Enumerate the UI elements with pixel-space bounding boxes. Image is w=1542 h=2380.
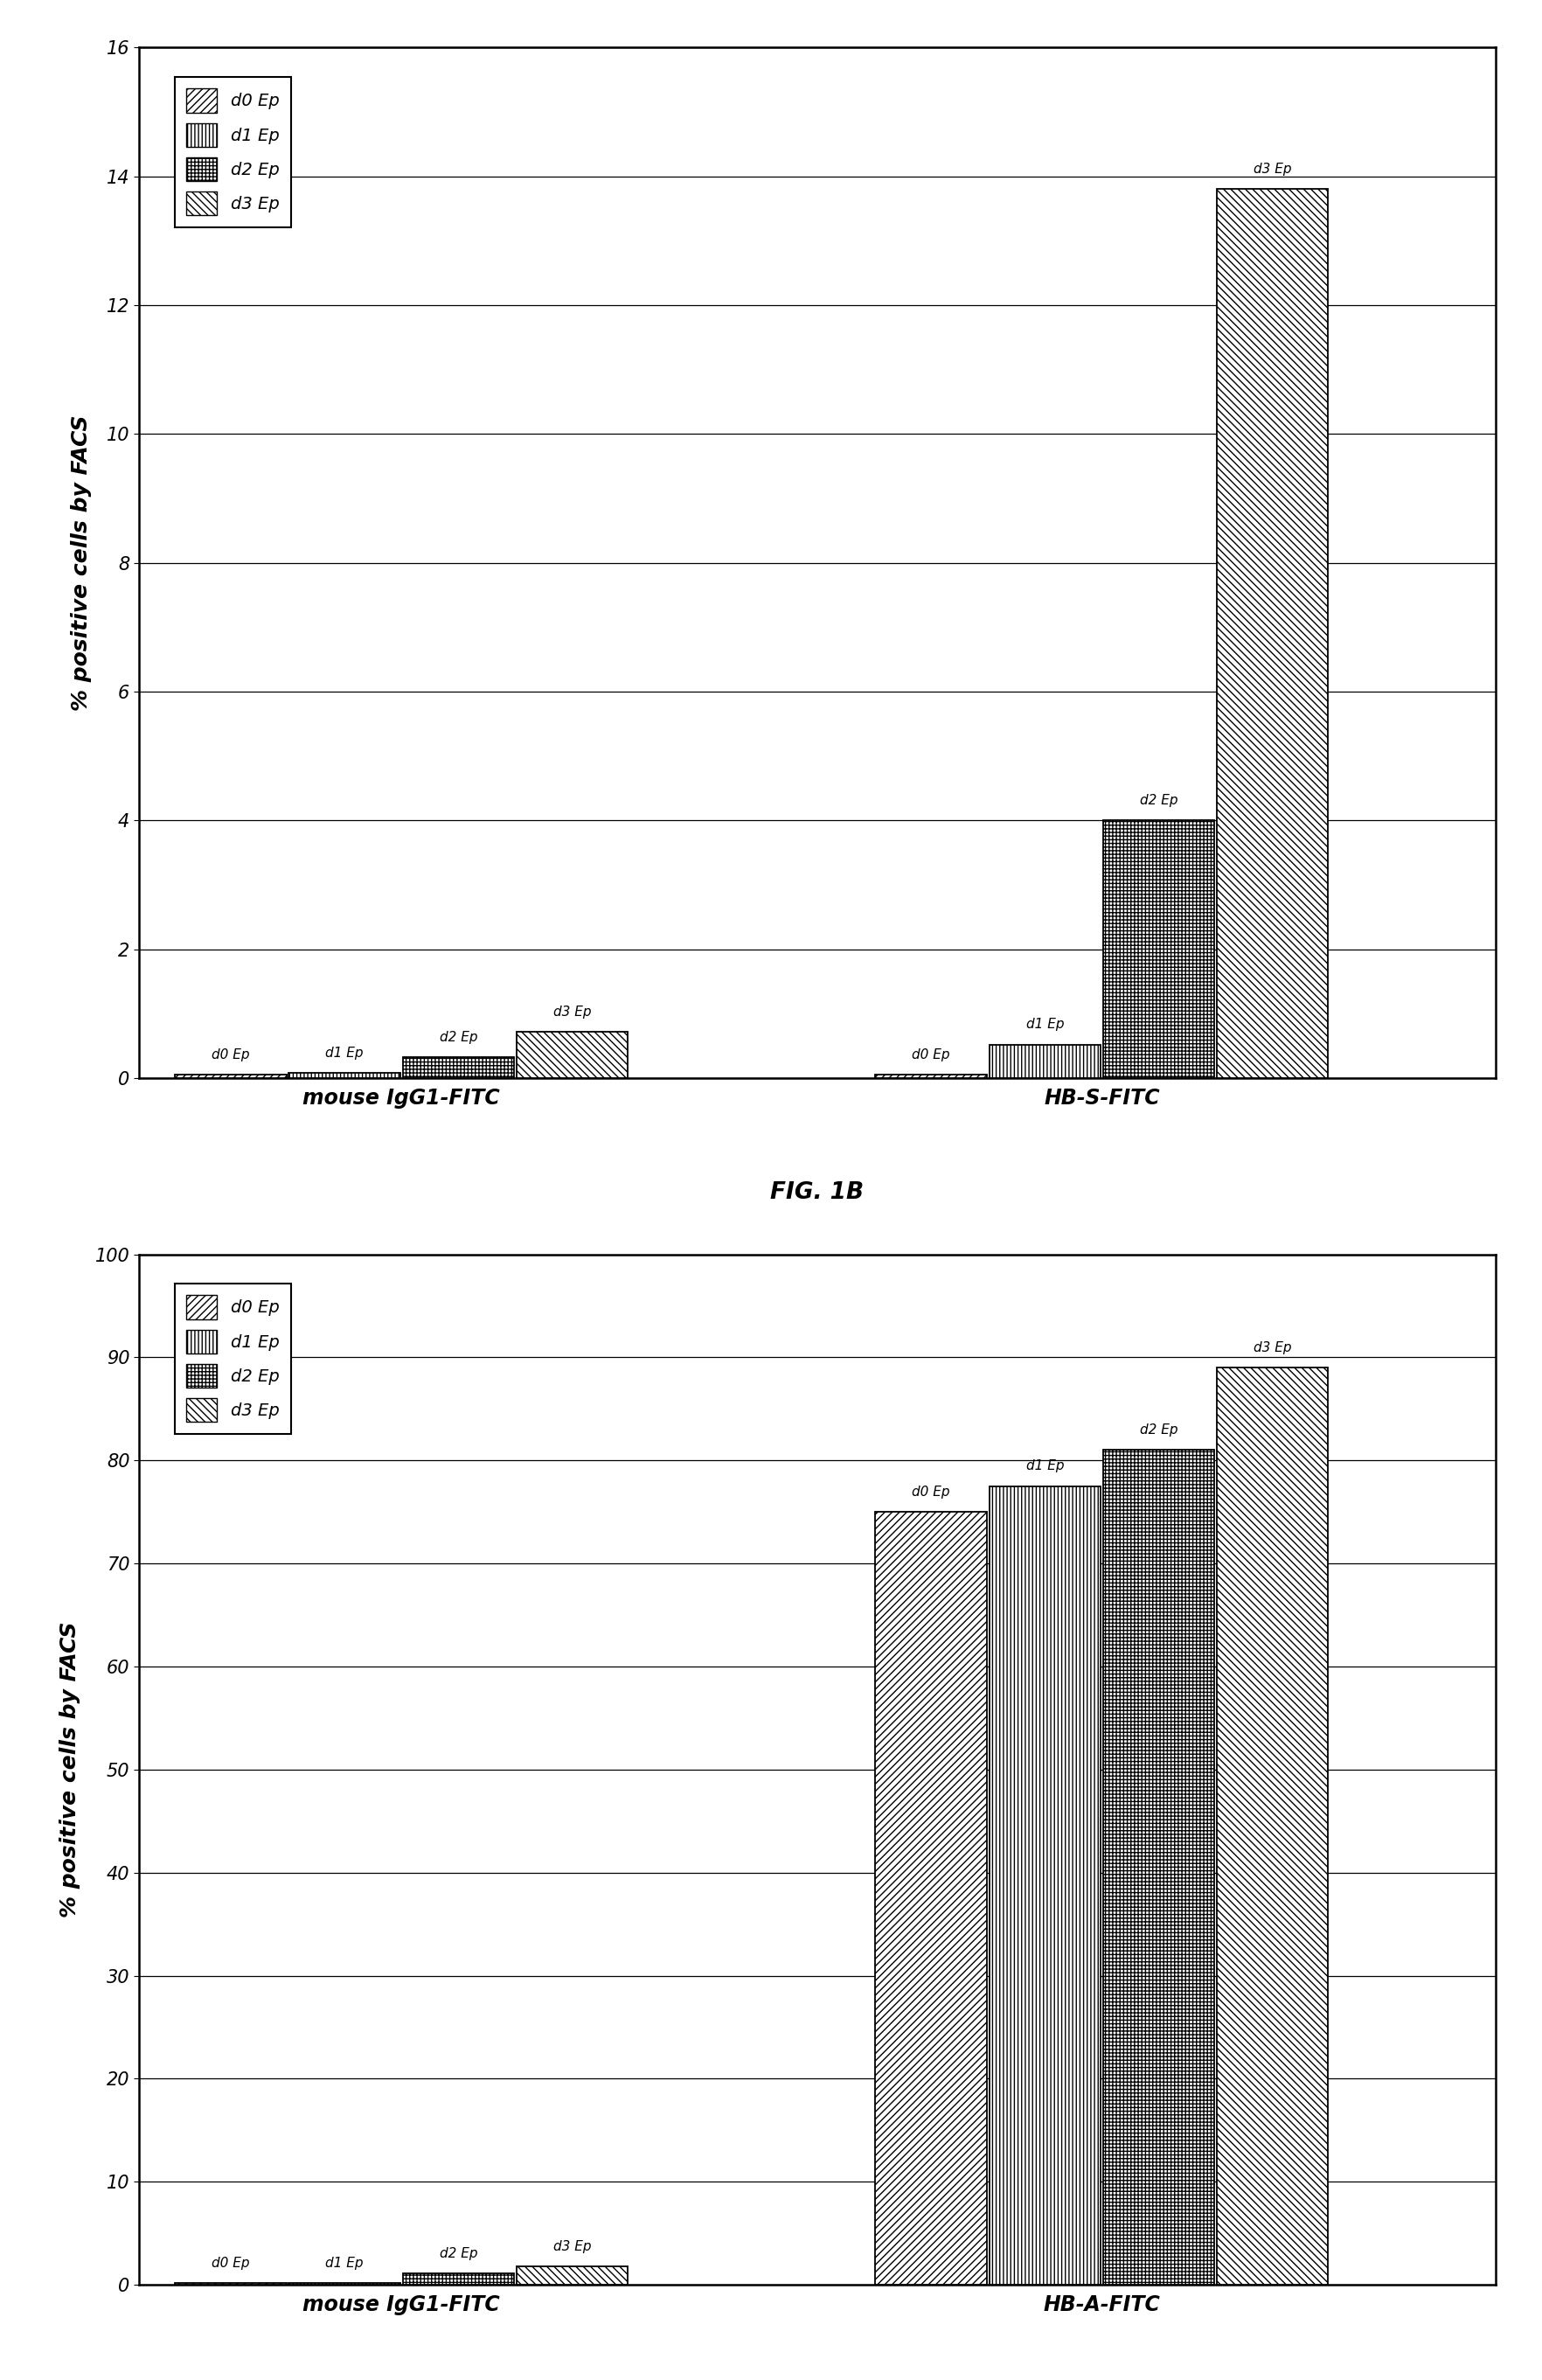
Bar (1217, 190, 1328, 1078)
Text: d2 Ep: d2 Ep (439, 1031, 478, 1045)
Bar (402, 2273, 513, 2285)
Text: d3 Ep: d3 Ep (1254, 162, 1292, 176)
Text: d1 Ep: d1 Ep (325, 2256, 364, 2271)
Text: d0 Ep: d0 Ep (211, 2256, 250, 2271)
Text: d2 Ep: d2 Ep (1140, 1423, 1178, 1438)
Text: d2 Ep: d2 Ep (1140, 795, 1178, 807)
Text: d0 Ep: d0 Ep (211, 1047, 250, 1061)
Text: d2 Ep: d2 Ep (439, 2247, 478, 2261)
Bar (1217, 1368, 1328, 2285)
Bar (1103, 1449, 1215, 2285)
Text: d3 Ep: d3 Ep (554, 1004, 591, 1019)
Bar (517, 1033, 628, 1078)
Text: d1 Ep: d1 Ep (1025, 1019, 1064, 1031)
Bar (988, 1485, 1101, 2285)
Bar (517, 2266, 628, 2285)
Text: d3 Ep: d3 Ep (1254, 1342, 1292, 1354)
Text: d0 Ep: d0 Ep (911, 1485, 950, 1499)
Bar (876, 1511, 987, 2285)
Text: d3 Ep: d3 Ep (554, 2240, 591, 2254)
Bar (174, 1076, 287, 1078)
Legend: d0 Ep, d1 Ep, d2 Ep, d3 Ep: d0 Ep, d1 Ep, d2 Ep, d3 Ep (174, 1283, 291, 1435)
Bar (402, 1057, 513, 1078)
Bar (288, 1073, 401, 1078)
Y-axis label: % positive cells by FACS: % positive cells by FACS (71, 414, 93, 712)
Text: d1 Ep: d1 Ep (325, 1047, 364, 1059)
Y-axis label: % positive cells by FACS: % positive cells by FACS (60, 1621, 80, 1918)
Bar (988, 1045, 1101, 1078)
Bar (1103, 821, 1215, 1078)
Text: d1 Ep: d1 Ep (1025, 1459, 1064, 1473)
Text: FIG. 1B: FIG. 1B (771, 1180, 864, 1204)
Text: d0 Ep: d0 Ep (911, 1047, 950, 1061)
Legend: d0 Ep, d1 Ep, d2 Ep, d3 Ep: d0 Ep, d1 Ep, d2 Ep, d3 Ep (174, 76, 291, 228)
Bar (876, 1076, 987, 1078)
